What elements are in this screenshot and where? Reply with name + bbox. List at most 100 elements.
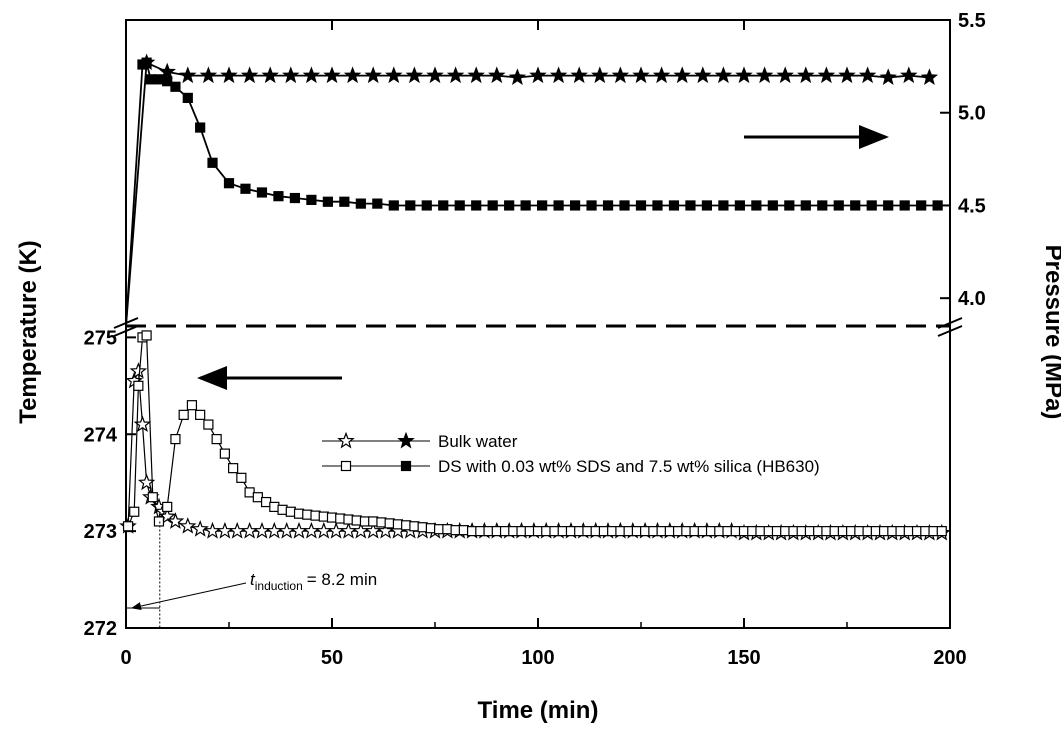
data-point [129,362,148,379]
data-point [302,66,321,84]
data-point [322,196,333,207]
data-point [405,200,416,211]
data-point [253,521,271,539]
data-point [751,200,762,211]
data-point [158,507,176,525]
data-point [673,66,691,84]
data-point [508,68,527,86]
data-point [735,66,753,84]
data-point [718,200,729,211]
data-point [207,157,218,168]
data-point [504,200,515,211]
data-point [899,200,910,211]
data-point [240,521,259,539]
data-point [883,200,894,211]
series-3 [125,57,943,327]
data-point [327,521,345,539]
data-point [195,122,206,133]
data-point [179,517,197,534]
data-point [153,516,165,527]
data-point [339,521,358,539]
data-point [520,200,531,211]
data-point [265,521,284,539]
data-point [817,200,828,211]
data-point [355,198,366,209]
data-point [302,521,321,539]
data-point [858,66,877,84]
data-point [619,200,630,211]
data-point [936,526,947,537]
data-point [388,200,399,211]
data-point [446,66,465,84]
data-point [199,66,218,84]
data-point [632,66,650,84]
data-point [170,433,181,445]
data-point [833,200,844,211]
legend-label-bulk-water: Bulk water [438,432,518,451]
data-point [211,433,222,445]
legend-marker [340,460,352,472]
induction-pointer [131,582,247,610]
data-point [734,200,745,211]
data-point [162,501,173,513]
data-point [866,200,877,211]
data-point [685,200,696,211]
data-point [529,66,547,84]
data-point [800,200,811,211]
data-point [850,200,861,211]
data-point [256,187,268,198]
data-point [920,68,939,86]
data-point [240,183,251,194]
data-point [694,66,712,84]
induction-label: tinduction = 8.2 min [250,570,377,593]
data-point [701,200,713,211]
x-tick-label: 0 [120,647,131,669]
data-point [170,81,181,92]
data-point [602,200,614,211]
legend-marker [400,460,412,472]
data-point [162,76,173,87]
data-point [122,521,134,532]
series-line [125,61,938,327]
data-point [216,521,234,539]
induction-annotation: tinduction = 8.2 min [126,521,377,628]
data-point [652,200,663,211]
data-point [203,419,214,430]
legend-entry-ds: DS with 0.03 wt% SDS and 7.5 wt% silica … [322,457,820,476]
x-tick-label: 100 [521,647,554,669]
data-point [549,66,568,84]
data-point [553,200,564,211]
x-tick-label: 150 [727,647,760,669]
data-point [133,380,144,391]
y-axis-right-title: Pressure (MPa) [1040,245,1061,420]
y-right-tick-label: 5.5 [958,10,986,32]
data-point [776,66,794,84]
legend-entry-bulk-water: Bulk water [322,431,518,451]
data-point [879,68,897,86]
data-point [570,66,588,84]
y-left-tick-label: 275 [84,327,117,349]
data-point [220,66,238,84]
data-point [289,192,301,204]
data-point [454,200,465,211]
data-point [141,330,152,341]
series-line [127,334,942,532]
data-point [438,200,449,211]
data-point [467,66,485,84]
series-2 [125,53,939,327]
legend-marker-square-filled [400,460,412,472]
data-point [261,66,279,84]
data-point [158,62,176,80]
data-point [421,200,432,211]
data-point [273,191,284,202]
y-left-tick-label: 272 [84,618,117,640]
data-point [223,178,235,189]
data-point [471,200,482,211]
series-0 [119,362,951,541]
x-axis-title: Time (min) [478,697,599,724]
y-right-tick-label: 4.0 [958,288,986,310]
data-point [195,409,206,420]
data-point [586,200,597,211]
series-line [127,371,942,534]
legend-label-ds: DS with 0.03 wt% SDS and 7.5 wt% silica … [438,457,820,476]
